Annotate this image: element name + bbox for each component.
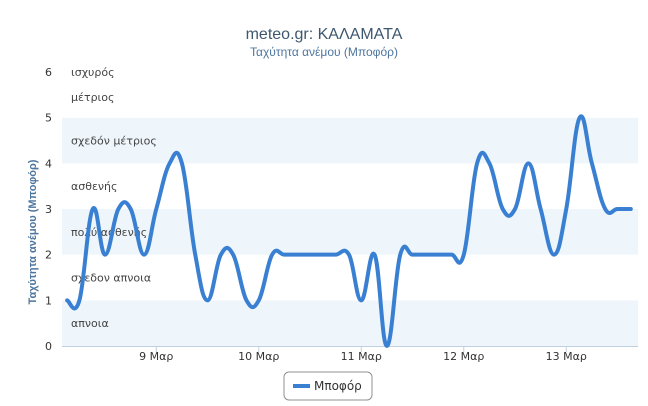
band-3 (62, 163, 638, 209)
series-point-0-27[interactable] (407, 249, 419, 261)
series-point-0-29[interactable] (432, 249, 444, 261)
series-point-0-19[interactable] (304, 249, 316, 261)
y-axis-label: Ταχύτητα ανέμου (Μποφόρ) (27, 159, 39, 304)
series-point-0-33[interactable] (483, 157, 495, 169)
series-point-0-16[interactable] (266, 249, 278, 261)
series-point-0-5[interactable] (125, 203, 137, 215)
chart-title: meteo.gr: ΚΑΛΑΜΑΤΑ (246, 26, 403, 43)
series-point-0-12[interactable] (215, 249, 227, 261)
series-point-0-36[interactable] (522, 157, 534, 169)
series-point-0-21[interactable] (330, 249, 342, 261)
band-label-4: σχεδόν μέτριος (71, 135, 157, 148)
band-label-6: ισχυρός (71, 66, 115, 79)
series-point-0-22[interactable] (343, 249, 355, 261)
series-point-0-32[interactable] (471, 157, 483, 169)
band-4 (62, 117, 638, 164)
legend-box[interactable] (283, 371, 373, 401)
series-point-0-18[interactable] (292, 249, 304, 261)
x-tick-1: 10 Μαρ (238, 350, 279, 363)
series-point-0-28[interactable] (420, 249, 432, 261)
series-point-0-41[interactable] (586, 157, 598, 169)
y-tick-2: 2 (45, 249, 52, 262)
series-point-0-0[interactable] (61, 294, 73, 306)
series-point-0-24[interactable] (369, 249, 381, 261)
band-label-5: μέτριος (71, 91, 114, 104)
x-tick-2: 11 Μαρ (341, 350, 382, 363)
series-point-0-42[interactable] (599, 203, 611, 215)
series-point-0-14[interactable] (240, 294, 252, 306)
series-point-0-38[interactable] (548, 249, 560, 261)
series-point-0-34[interactable] (497, 203, 509, 215)
y-tick-0: 0 (45, 340, 52, 353)
series-point-0-31[interactable] (458, 249, 470, 261)
series-point-0-9[interactable] (176, 157, 188, 169)
chart-subtitle: Ταχύτητα ανέμου (Μποφόρ) (250, 45, 398, 59)
y-axis-ticks: 0 1 2 3 4 5 6 (45, 66, 52, 353)
band-label-0: απνοια (71, 317, 109, 330)
series-point-0-23[interactable] (355, 294, 367, 306)
series-point-0-6[interactable] (138, 249, 150, 261)
series-lines (61, 112, 637, 352)
band-5 (62, 72, 638, 118)
series-point-0-10[interactable] (189, 249, 201, 261)
series-point-0-1[interactable] (73, 294, 85, 306)
series-point-0-4[interactable] (112, 203, 124, 215)
y-tick-4: 4 (45, 157, 52, 170)
series-point-0-35[interactable] (509, 203, 521, 215)
y-tick-6: 6 (45, 66, 52, 79)
series-line-0 (65, 114, 633, 348)
series-point-0-3[interactable] (99, 249, 111, 261)
y-tick-1: 1 (45, 294, 52, 307)
series-point-0-37[interactable] (535, 203, 547, 215)
series-point-0-44[interactable] (625, 203, 637, 215)
series-point-0-8[interactable] (164, 157, 176, 169)
band-0 (62, 300, 638, 346)
y-tick-3: 3 (45, 203, 52, 216)
legend-label: Μποφόρ (314, 379, 362, 393)
series-point-0-43[interactable] (612, 203, 624, 215)
series-point-0-17[interactable] (278, 249, 290, 261)
band-label-1: σχεδον απνοια (71, 272, 151, 285)
legend[interactable]: Μποφόρ (283, 371, 373, 401)
beaufort-bands (62, 72, 638, 346)
series-point-0-2[interactable] (87, 203, 99, 215)
y-tick-5: 5 (45, 112, 52, 125)
series-point-0-40[interactable] (574, 112, 586, 124)
series-point-0-25[interactable] (381, 340, 393, 352)
series-point-0-13[interactable] (227, 249, 239, 261)
series-point-0-11[interactable] (202, 294, 214, 306)
band-label-3: ασθενής (71, 180, 117, 193)
x-axis: 9 Μαρ 10 Μαρ 11 Μαρ 12 Μαρ 13 Μαρ (62, 346, 638, 363)
series-point-0-20[interactable] (317, 249, 329, 261)
series-point-0-39[interactable] (560, 203, 572, 215)
x-tick-0: 9 Μαρ (139, 350, 173, 363)
series-point-0-7[interactable] (150, 203, 162, 215)
series-point-0-15[interactable] (253, 294, 265, 306)
x-tick-4: 13 Μαρ (546, 350, 587, 363)
series-point-0-30[interactable] (445, 249, 457, 261)
series-point-0-26[interactable] (394, 249, 406, 261)
x-tick-3: 12 Μαρ (443, 350, 484, 363)
